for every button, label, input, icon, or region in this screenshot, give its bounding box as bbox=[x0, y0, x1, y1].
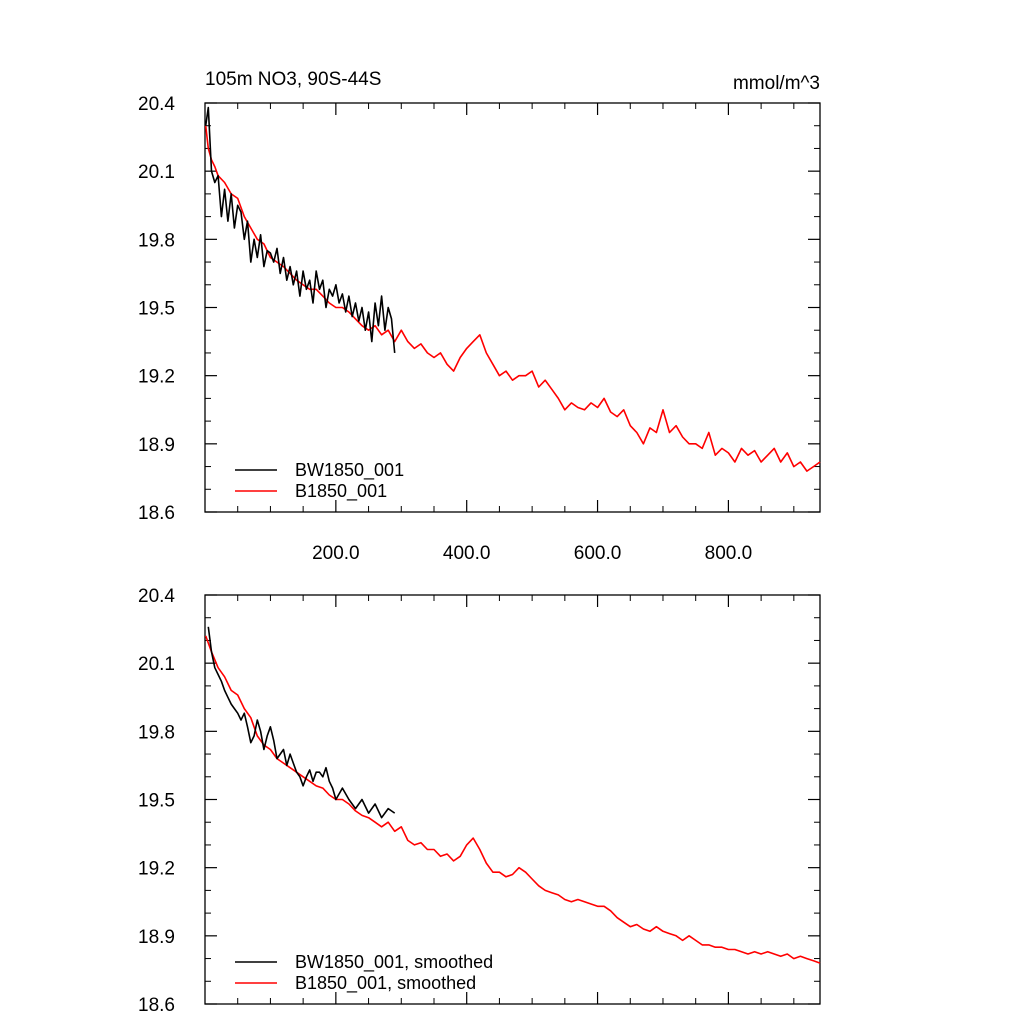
y-tick-label: 19.2 bbox=[138, 859, 175, 880]
y-tick-label: 18.6 bbox=[138, 503, 175, 524]
plot-frame bbox=[204, 102, 821, 513]
y-tick-label: 19.2 bbox=[138, 367, 175, 388]
y-tick-label: 18.9 bbox=[138, 927, 175, 948]
y-tick-label: 20.4 bbox=[138, 586, 175, 607]
legend-label: B1850_001 bbox=[295, 481, 387, 502]
y-tick-label: 19.8 bbox=[138, 722, 175, 743]
y-tick-label: 20.1 bbox=[138, 654, 175, 675]
chart-title: 105m NO3, 90S-44S bbox=[205, 69, 381, 90]
y-tick-label: 19.5 bbox=[138, 299, 175, 320]
x-tick-label: 600.0 bbox=[574, 543, 622, 564]
y-tick-label: 18.6 bbox=[138, 995, 175, 1016]
series-line-black bbox=[207, 626, 396, 819]
series-line-black bbox=[204, 106, 396, 353]
legend-label: BW1850_001, smoothed bbox=[295, 952, 493, 973]
y-tick-label: 20.1 bbox=[138, 162, 175, 183]
y-tick-label: 20.4 bbox=[138, 94, 175, 115]
bottom-chart-panel: 18.6 18.9 19.2 19.5 19.8 20.1 20.4 BW1850_001, … bbox=[138, 586, 821, 1016]
series-line-red bbox=[204, 635, 821, 964]
legend-label: B1850_001, smoothed bbox=[295, 973, 476, 994]
legend-label: BW1850_001 bbox=[295, 460, 404, 481]
y-tick-label: 18.9 bbox=[138, 435, 175, 456]
series-line-red bbox=[204, 125, 821, 472]
top-chart-panel: 18.6 18.9 19.2 19.5 19.8 20.1 20.4 200.0 400.0 60… bbox=[138, 69, 821, 564]
plot-frame bbox=[204, 594, 821, 1005]
units-label: mmol/m^3 bbox=[733, 73, 820, 94]
y-tick-label: 19.5 bbox=[138, 791, 175, 812]
y-tick-label: 19.8 bbox=[138, 230, 175, 251]
x-tick-label: 200.0 bbox=[312, 543, 360, 564]
x-tick-label: 400.0 bbox=[443, 543, 491, 564]
x-tick-label: 800.0 bbox=[705, 543, 753, 564]
